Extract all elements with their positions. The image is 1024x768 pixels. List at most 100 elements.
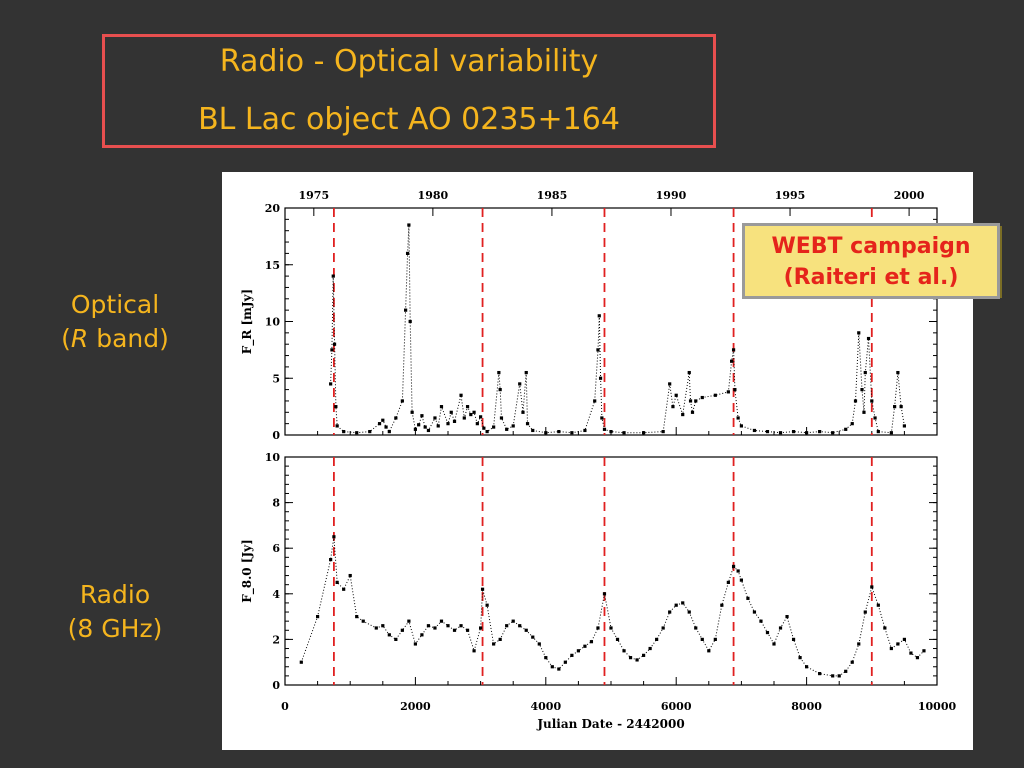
radio-data-point xyxy=(818,672,822,676)
radio-data-point xyxy=(557,667,561,671)
optical-data-point xyxy=(602,427,607,431)
radio-data-point xyxy=(778,626,783,630)
radio-data-point xyxy=(915,656,920,660)
radio-data-point xyxy=(609,626,613,630)
optical-data-point xyxy=(330,348,334,352)
optical-data-point xyxy=(687,370,691,375)
radio-data-point xyxy=(922,649,926,653)
radio-data-point xyxy=(400,628,404,632)
optical-data-point xyxy=(405,251,410,255)
radio-data-point xyxy=(537,642,541,646)
radio-data-point xyxy=(694,626,698,630)
radio-data-point xyxy=(700,637,704,641)
optical-data-point xyxy=(671,405,675,409)
year-tick-label: 1985 xyxy=(537,189,568,202)
optical-data-point xyxy=(499,416,504,420)
optical-data-point xyxy=(866,336,871,341)
radio-data-point xyxy=(746,596,750,600)
radio-data-point xyxy=(332,535,336,539)
radio-data-point xyxy=(798,656,802,660)
year-tick-label: 1995 xyxy=(775,189,806,202)
radio-ytick-label: 0 xyxy=(272,679,280,692)
slide-subtitle: BL Lac object AO 0235+164 xyxy=(198,102,620,137)
optical-data-point xyxy=(726,390,730,394)
radio-data-point xyxy=(870,585,874,589)
radio-data-point xyxy=(661,626,665,630)
radio-data-point xyxy=(687,610,691,614)
optical-data-point xyxy=(557,429,561,434)
optical-data-point xyxy=(387,429,391,434)
optical-data-point xyxy=(436,424,440,428)
optical-data-point xyxy=(622,431,626,435)
year-tick-label: 1975 xyxy=(299,189,330,202)
radio-data-point xyxy=(739,578,743,582)
optical-data-point xyxy=(899,405,903,409)
optical-band: band) xyxy=(88,324,169,353)
radio-data-point xyxy=(452,628,457,632)
optical-data-point xyxy=(791,429,796,434)
radio-data-point xyxy=(420,633,424,637)
optical-ylabel: F_R [mJy] xyxy=(240,289,255,354)
optical-ytick-label: 15 xyxy=(265,259,280,272)
optical-data-point xyxy=(505,427,509,431)
optical-data-point xyxy=(511,424,515,428)
radio-panel: 0 2 4 6 8 10 F_8.0 [Jy] xyxy=(240,451,938,692)
webt-callout: WEBT campaign (Raiteri et al.) xyxy=(742,223,1000,299)
optical-data-point xyxy=(731,348,736,352)
radio-data-point xyxy=(857,642,861,646)
radio-data-point xyxy=(485,603,489,607)
x-tick-label: 2000 xyxy=(400,700,431,713)
optical-data-point xyxy=(329,382,333,386)
optical-data-point xyxy=(452,419,457,423)
radio-data-point xyxy=(544,656,548,660)
radio-data-point xyxy=(342,587,346,591)
radio-data-point xyxy=(583,644,587,648)
radio-data-point xyxy=(316,615,320,619)
optical-data-point xyxy=(524,370,528,375)
optical-data-point xyxy=(688,399,693,403)
optical-data-point xyxy=(596,348,600,352)
radio-data-point xyxy=(374,626,378,630)
radio-data-point xyxy=(615,637,620,641)
optical-data-point xyxy=(661,429,665,434)
x-tick-label: 8000 xyxy=(791,700,822,713)
optical-data-point xyxy=(752,428,757,433)
radio-data-point xyxy=(589,640,594,644)
radio-ytick-label: 8 xyxy=(272,497,280,510)
radio-curve xyxy=(300,536,925,677)
radio-data-point xyxy=(635,658,639,662)
radio-data-point xyxy=(439,619,444,623)
optical-data-point xyxy=(408,319,412,324)
optical-data-point xyxy=(525,422,530,426)
radio-data-point xyxy=(896,642,900,646)
optical-data-point xyxy=(870,399,874,403)
optical-data-point xyxy=(733,388,737,392)
radio-data-point xyxy=(381,624,385,628)
radio-data-point xyxy=(648,646,652,651)
radio-ylabel: F_8.0 [Jy] xyxy=(240,539,255,603)
optical-data-point xyxy=(479,415,483,419)
optical-data-point xyxy=(331,274,335,278)
x-axis-title: Julian Date - 2442000 xyxy=(536,717,684,731)
radio-data-point xyxy=(883,626,887,630)
optical-data-point xyxy=(896,370,900,375)
radio-data-point xyxy=(480,587,485,591)
optical-data-point xyxy=(889,431,893,435)
radio-data-point xyxy=(563,660,567,664)
x-tick-label: 6000 xyxy=(661,700,692,713)
radio-data-point xyxy=(524,628,528,632)
x-tick-label: 10000 xyxy=(918,700,957,713)
callout-line1: WEBT campaign xyxy=(771,234,971,259)
optical-data-point xyxy=(674,393,678,397)
radio-data-point xyxy=(433,626,437,630)
optical-label-line1: Optical xyxy=(70,290,160,319)
optical-data-point xyxy=(394,416,398,420)
radio-data-point xyxy=(752,610,757,614)
radio-data-point xyxy=(805,665,809,669)
radio-ytick-label: 2 xyxy=(272,633,280,646)
optical-label: Optical (R band) xyxy=(30,288,200,356)
radio-data-point xyxy=(831,674,835,678)
radio-data-point xyxy=(472,649,476,653)
optical-ytick-label: 10 xyxy=(265,316,281,329)
optical-data-point xyxy=(668,382,672,386)
